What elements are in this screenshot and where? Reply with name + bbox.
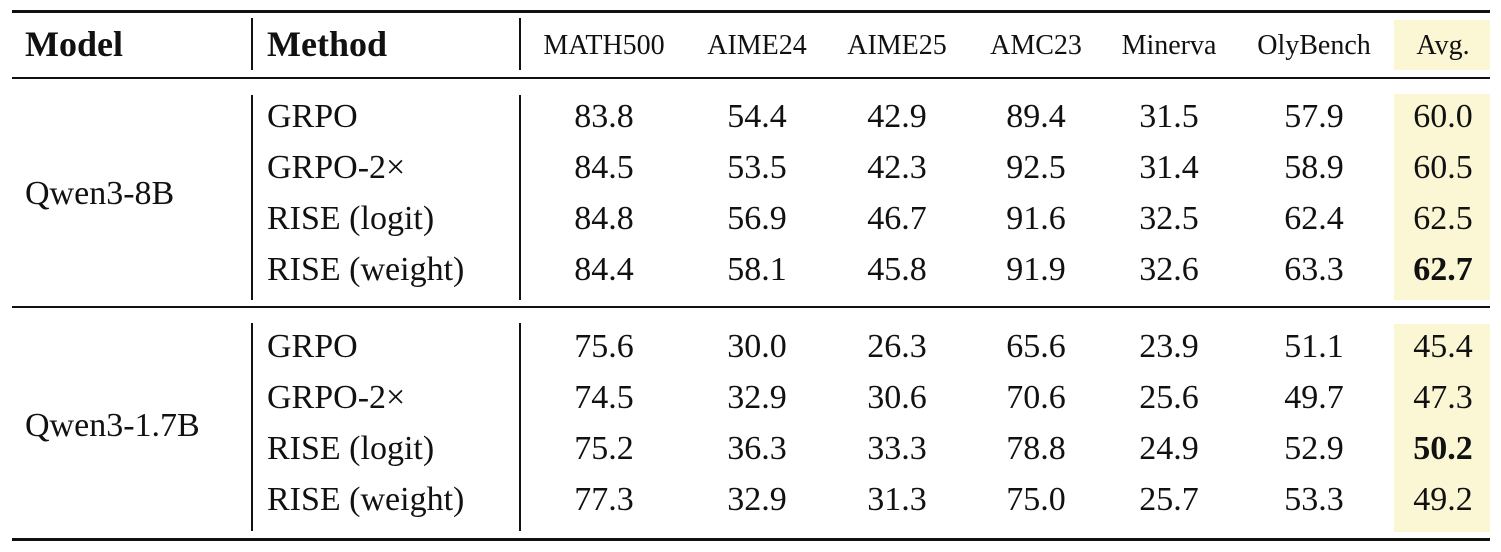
score-value: 46.7	[867, 200, 927, 237]
bottom-rule	[12, 538, 1490, 541]
score-value: 32.9	[727, 379, 787, 416]
score-value: 30.6	[867, 379, 927, 416]
method-name: GRPO	[267, 328, 358, 365]
avg-value: 62.5	[1413, 200, 1473, 237]
score-value: 31.4	[1139, 149, 1199, 186]
score-value: 56.9	[727, 200, 787, 237]
avg-value: 50.2	[1413, 430, 1473, 467]
score-value: 42.3	[867, 149, 927, 186]
column-header: OlyBench	[1257, 30, 1371, 61]
method-name: GRPO	[267, 98, 358, 135]
score-value: 25.6	[1139, 379, 1199, 416]
score-value: 31.3	[867, 481, 927, 518]
method-name: GRPO-2×	[267, 379, 406, 416]
model-name: Qwen3-8B	[25, 175, 175, 212]
avg-value: 62.7	[1413, 251, 1473, 288]
score-value: 52.9	[1284, 430, 1344, 467]
score-value: 77.3	[574, 481, 634, 518]
avg-column-highlight	[1394, 20, 1490, 70]
model-name: Qwen3-1.7B	[25, 407, 200, 444]
score-value: 84.8	[574, 200, 634, 237]
header-model: Model	[25, 24, 123, 64]
score-value: 25.7	[1139, 481, 1199, 518]
score-value: 78.8	[1006, 430, 1066, 467]
method-values-separator	[519, 95, 521, 300]
score-value: 33.3	[867, 430, 927, 467]
score-value: 53.5	[727, 149, 787, 186]
top-rule	[12, 10, 1490, 13]
avg-value: 60.5	[1413, 149, 1473, 186]
score-value: 36.3	[727, 430, 787, 467]
column-header: AMC23	[990, 30, 1082, 61]
score-value: 32.6	[1139, 251, 1199, 288]
column-header: Minerva	[1121, 30, 1217, 61]
score-value: 26.3	[867, 328, 927, 365]
score-value: 74.5	[574, 379, 634, 416]
score-value: 45.8	[867, 251, 927, 288]
header-method: Method	[267, 24, 387, 64]
column-header: AIME24	[707, 30, 807, 61]
score-value: 30.0	[727, 328, 787, 365]
score-value: 57.9	[1284, 98, 1344, 135]
score-value: 91.6	[1006, 200, 1066, 237]
method-values-separator	[519, 18, 521, 70]
score-value: 54.4	[727, 98, 787, 135]
score-value: 31.5	[1139, 98, 1199, 135]
model-method-separator	[251, 95, 253, 300]
method-values-separator	[519, 323, 521, 531]
score-value: 58.9	[1284, 149, 1344, 186]
score-value: 32.9	[727, 481, 787, 518]
score-value: 70.6	[1006, 379, 1066, 416]
avg-value: 47.3	[1413, 379, 1473, 416]
method-name: RISE (weight)	[267, 481, 465, 518]
score-value: 53.3	[1284, 481, 1344, 518]
avg-value: 60.0	[1413, 98, 1473, 135]
score-value: 91.9	[1006, 251, 1066, 288]
score-value: 75.6	[574, 328, 634, 365]
score-value: 89.4	[1006, 98, 1066, 135]
column-header: MATH500	[543, 30, 665, 61]
score-value: 63.3	[1284, 251, 1344, 288]
group-separator-rule	[12, 306, 1490, 308]
model-method-separator	[251, 18, 253, 70]
score-value: 84.4	[574, 251, 634, 288]
avg-value: 45.4	[1413, 328, 1473, 365]
score-value: 23.9	[1139, 328, 1199, 365]
avg-column-highlight	[1394, 324, 1490, 532]
score-value: 92.5	[1006, 149, 1066, 186]
column-header: AIME25	[847, 30, 947, 61]
score-value: 32.5	[1139, 200, 1199, 237]
avg-value: 49.2	[1413, 481, 1473, 518]
score-value: 65.6	[1006, 328, 1066, 365]
score-value: 75.2	[574, 430, 634, 467]
avg-column-highlight	[1394, 94, 1490, 300]
score-value: 62.4	[1284, 200, 1344, 237]
score-value: 51.1	[1284, 328, 1344, 365]
method-name: GRPO-2×	[267, 149, 406, 186]
score-value: 42.9	[867, 98, 927, 135]
method-name: RISE (logit)	[267, 430, 435, 467]
model-method-separator	[251, 323, 253, 531]
score-value: 58.1	[727, 251, 787, 288]
method-name: RISE (weight)	[267, 251, 465, 288]
score-value: 49.7	[1284, 379, 1344, 416]
score-value: 83.8	[574, 98, 634, 135]
header-rule	[12, 77, 1490, 79]
score-value: 84.5	[574, 149, 634, 186]
method-name: RISE (logit)	[267, 200, 435, 237]
score-value: 24.9	[1139, 430, 1199, 467]
score-value: 75.0	[1006, 481, 1066, 518]
column-header: Avg.	[1416, 30, 1470, 61]
